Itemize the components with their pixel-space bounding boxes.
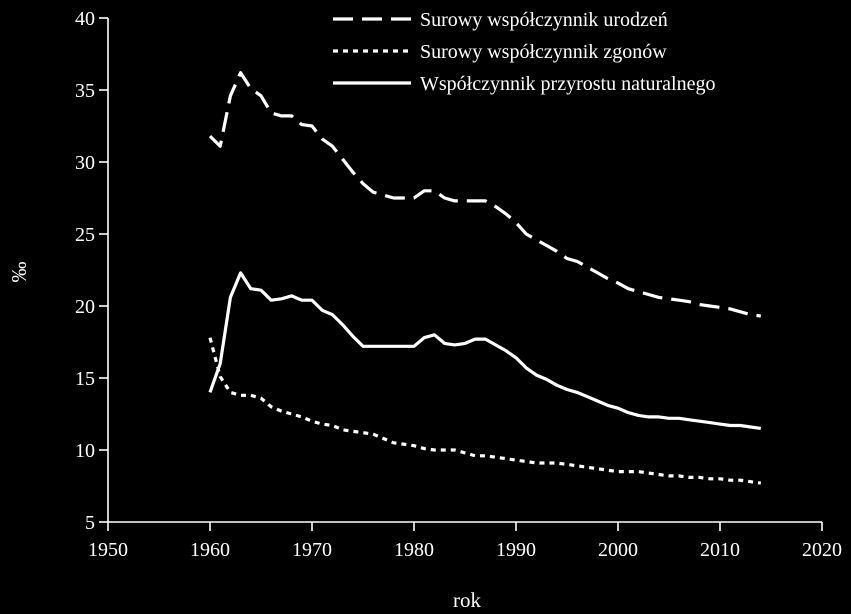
legend-label-3: Współczynnik przyrostu naturalnego — [420, 73, 715, 95]
y-tick-label: 20 — [75, 296, 95, 318]
legend-label-2: Surowy współczynnik zgonów — [420, 41, 667, 63]
y-tick-label: 30 — [75, 152, 95, 174]
y-axis-title: ‰ — [7, 262, 31, 283]
y-tick-label: 25 — [75, 224, 95, 246]
y-tick-label: 35 — [75, 80, 95, 102]
y-tick-label: 40 — [75, 8, 95, 30]
series-layer — [208, 71, 762, 485]
x-tick-label: 1970 — [292, 539, 332, 561]
series-line-2 — [208, 337, 762, 485]
y-tick-label: 5 — [85, 512, 95, 534]
x-tick-label: 1980 — [394, 539, 434, 561]
y-tick-label: 10 — [75, 440, 95, 462]
x-axis-title: rok — [453, 588, 481, 612]
x-tick-label: 1960 — [190, 539, 230, 561]
y-tick-label: 15 — [75, 368, 95, 390]
x-tick-label: 1950 — [88, 539, 128, 561]
x-tick-label: 1990 — [496, 539, 536, 561]
series-line-1 — [208, 71, 762, 318]
series-line-3 — [208, 271, 762, 430]
legend: Surowy współczynnik urodzeń Surowy współc… — [333, 9, 715, 95]
x-tick-label: 2010 — [700, 539, 740, 561]
axes: 5 10 15 20 25 30 35 40 1950 1960 1970 1980 1990 2000 2… — [75, 8, 842, 561]
x-tick-label: 2020 — [802, 539, 842, 561]
x-tick-label: 2000 — [598, 539, 638, 561]
legend-label-1: Surowy współczynnik urodzeń — [420, 9, 668, 31]
